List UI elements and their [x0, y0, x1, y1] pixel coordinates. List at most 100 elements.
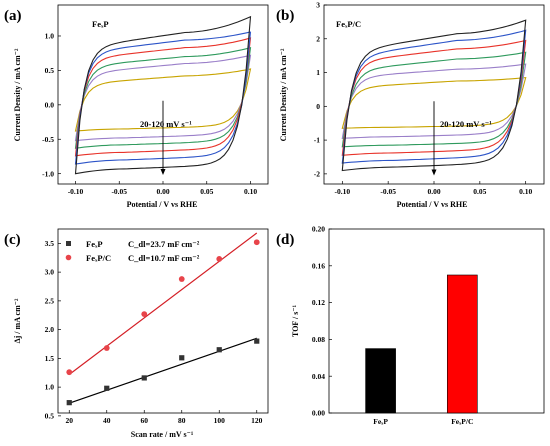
legend-marker-square: [66, 241, 71, 246]
panel-a-ytick-label: -0.5: [42, 135, 54, 144]
data-point-circle: [178, 276, 185, 282]
cv-curve-80: [341, 39, 527, 156]
panel-a-xtick-label: -0.05: [111, 187, 127, 196]
panel-d-ytick-label: 0.00: [312, 409, 325, 418]
cv-curve-100: [341, 29, 527, 164]
panel-a-ytick-label: 0.5: [45, 66, 55, 75]
cv-curve-60: [341, 51, 527, 148]
panel-b-y-ticks: -2 -1 0 1 2 3: [314, 1, 327, 178]
panel-c-fit-lines: [68, 232, 258, 404]
legend-marker-circle: [65, 254, 72, 261]
panel-d-ytick-label: 0.04: [312, 372, 325, 381]
panel-c-xlabel: Scan rate / mV s⁻¹: [131, 430, 194, 439]
panel-b-arrow: [431, 101, 437, 176]
panel-c-legend: FeₓP C_dl=23.7 mF cm⁻² FeₓP/C C_dl=10.7 mF …: [65, 239, 200, 263]
panel-b-ytick-label: 2: [316, 34, 320, 43]
legend-series-name: FeₓP: [86, 239, 103, 249]
panel-d-frame: [328, 228, 545, 414]
panel-d-ylabel: TOF / s⁻¹: [291, 304, 300, 337]
cv-curve-120: [341, 19, 527, 172]
panel-c-xtick-label: 40: [103, 416, 111, 425]
data-point-circle: [103, 345, 110, 351]
panel-a-title: FeₓP: [92, 19, 109, 29]
panel-d-ytick-label: 0.12: [312, 298, 325, 307]
panel-c-xtick-label: 20: [66, 416, 74, 425]
panel-c-ylabel: Δj / mA cm⁻²: [13, 298, 22, 343]
legend-series-name: FeₓP/C: [86, 253, 111, 263]
panel-c-xtick-label: 80: [178, 416, 186, 425]
panel-b-x-ticks: -0.10 -0.05 0.00 0.05 0.10: [335, 181, 532, 196]
panel-a-arrow-head: [160, 169, 166, 176]
panel-c-xtick-label: 60: [141, 416, 149, 425]
fit-line-1: [68, 232, 258, 375]
panel-c-y-ticks: 0.5 1.0 1.5 2.0 2.5 3.0 3.5: [45, 239, 61, 420]
panel-c: (c) 20 40 60 80 100 120 0.5 1.0 1.5 2.0 2.5 3.0 3.5…: [4, 228, 269, 439]
panel-d-y-ticks: 0.00 0.04 0.08 0.12 0.16 0.20: [312, 225, 332, 418]
bar-category-label: FeₓP: [373, 417, 388, 426]
cv-curve-120: [74, 15, 252, 175]
panel-b-xlabel: Potential / V vs RHE: [397, 200, 468, 209]
panel-b-ytick-label: -2: [314, 169, 320, 178]
cv-curve-80: [74, 37, 252, 157]
data-point-square: [179, 355, 185, 361]
panel-b-xtick-label: 0.10: [519, 187, 532, 196]
data-point-circle: [141, 311, 148, 317]
panel-c-points: [66, 239, 260, 406]
panel-a-xlabel: Potential / V vs RHE: [127, 200, 198, 209]
panel-b-scan-annotation: 20-120 mV s⁻¹: [440, 119, 492, 129]
cv-curve-20: [74, 68, 252, 132]
legend-cdl: C_dl=10.7 mF cm⁻²: [128, 253, 200, 263]
cv-curve-60: [74, 46, 252, 149]
panel-b-xtick-label: -0.10: [335, 187, 351, 196]
data-point-square: [104, 385, 110, 391]
legend-cdl: C_dl=23.7 mF cm⁻²: [128, 239, 200, 249]
panel-label-c: (c): [4, 232, 21, 248]
panel-c-ytick-label: 3.0: [45, 268, 55, 277]
panel-b-ytick-label: -1: [314, 136, 320, 145]
bar-category-label: FeₓP/C: [451, 417, 473, 426]
panel-a: (a) -0.10 -0.05 0.00 0.05 0.10 -1.0 -0.5 0.0 0.…: [4, 4, 269, 209]
panel-a-ytick-label: -1.0: [42, 169, 54, 178]
panel-c-ytick-label: 2.5: [45, 296, 55, 305]
panel-c-ytick-label: 1.5: [45, 354, 55, 363]
panel-d-ytick-label: 0.08: [312, 335, 325, 344]
panel-b-xtick-label: 0.05: [473, 187, 486, 196]
data-point-square: [141, 375, 147, 381]
panel-a-xtick-label: 0.10: [244, 187, 257, 196]
panel-c-x-ticks: 20 40 60 80 100 120: [66, 410, 263, 425]
panel-b-xtick-label: 0.00: [427, 187, 440, 196]
panel-d-ytick-label: 0.16: [312, 261, 325, 270]
panel-b-cv-curves: [341, 19, 527, 172]
panel-d-x-ticks: FeₓP FeₓP/C: [373, 417, 473, 426]
panel-a-xtick-label: 0.00: [156, 187, 169, 196]
panel-label-d: (d): [276, 232, 294, 248]
panel-c-frame: [57, 228, 269, 414]
panel-a-xtick-label: -0.10: [68, 187, 84, 196]
panel-c-ytick-label: 1.0: [45, 383, 55, 392]
panel-b-title: FeₓP/C: [336, 19, 361, 29]
panel-b-xtick-label: -0.05: [380, 187, 396, 196]
panel-c-ytick-label: 2.0: [45, 325, 55, 334]
data-point-square: [66, 400, 72, 406]
data-point-square: [254, 338, 260, 344]
panel-b-ylabel: Current Density / mA cm⁻²: [279, 48, 288, 141]
panel-c-ytick-label: 0.5: [45, 411, 55, 420]
data-point-circle: [216, 256, 223, 262]
panel-d-bars: [365, 274, 478, 414]
cv-curve-40: [74, 54, 252, 142]
panel-c-ytick-label: 3.5: [45, 239, 55, 248]
data-point-circle: [66, 369, 73, 376]
panel-b: (b) -0.10 -0.05 0.00 0.05 0.10 -2 -1 0 1 2 3 FeₓP…: [276, 1, 545, 209]
panel-a-xtick-label: 0.05: [200, 187, 213, 196]
panel-b-arrow-head: [431, 169, 437, 176]
panel-c-xtick-label: 100: [214, 416, 226, 425]
cv-curve-40: [341, 63, 527, 139]
panel-b-ytick-label: 0: [316, 102, 320, 111]
panel-a-ylabel: Current Density / mA cm⁻²: [13, 48, 22, 141]
panel-a-arrow: [160, 100, 166, 176]
panel-a-cv-curves: [74, 15, 252, 175]
panel-a-y-ticks: -1.0 -0.5 0.0 0.5 1.0: [42, 32, 61, 178]
data-point-square: [216, 347, 222, 353]
data-point-circle: [253, 239, 260, 246]
